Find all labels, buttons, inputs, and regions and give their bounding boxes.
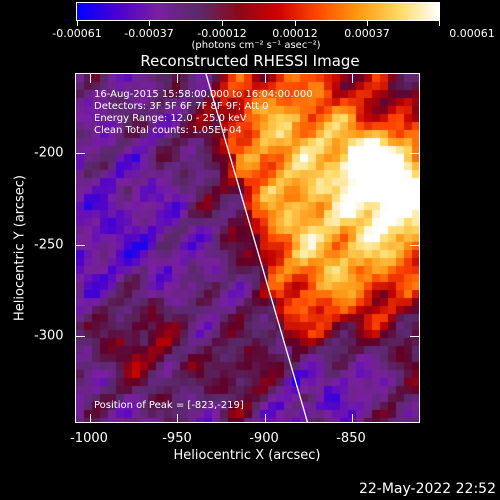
y-tick-label: -200: [34, 145, 64, 161]
energy-range-label: Energy Range: 12.0 - 25.0 keV: [94, 113, 247, 124]
limb-overlay: [205, 74, 309, 422]
y-tick-label: -250: [34, 237, 64, 253]
peak-position-label: Position of Peak = [-823,-219]: [94, 400, 244, 411]
colorbar-tick-label: 0.00061: [449, 27, 495, 40]
y-tick-label: -300: [34, 328, 64, 344]
colorbar-tick-label: 0.00037: [344, 27, 390, 40]
colorbar-tick-label: -0.00037: [124, 27, 174, 40]
colorbar: [76, 2, 440, 21]
x-tick-label: -850: [336, 431, 366, 446]
colorbar-tick-label: -0.00012: [197, 27, 247, 40]
colorbar-tick-label: 0.00012: [272, 27, 318, 40]
clean-counts-label: Clean Total counts: 1.05E+04: [94, 125, 242, 136]
colorbar-units: (photons cm⁻² s⁻¹ asec⁻²): [191, 40, 321, 51]
detectors-label: Detectors: 3F 5F 6F 7F 8F 9F; Att 0: [94, 101, 269, 112]
x-tick-label: -900: [249, 431, 279, 446]
time-range-label: 16-Aug-2015 15:58:00.000 to 16:04:00.000: [94, 89, 313, 100]
timestamp: 22-May-2022 22:52: [358, 481, 496, 497]
plot-title: Reconstructed RHESSI Image: [140, 52, 360, 70]
x-tick-label: -1000: [70, 431, 108, 446]
colorbar-tick-label: -0.00061: [52, 27, 102, 40]
flux-heatmap: [76, 74, 419, 422]
x-tick-label: -950: [162, 431, 192, 446]
x-axis-title: Heliocentric X (arcsec): [173, 448, 321, 463]
y-axis-title: Heliocentric Y (arcsec): [12, 175, 28, 321]
image-plot-area: 16-Aug-2015 15:58:00.000 to 16:04:00.000…: [75, 73, 420, 423]
solar-limb-line: [205, 74, 309, 422]
